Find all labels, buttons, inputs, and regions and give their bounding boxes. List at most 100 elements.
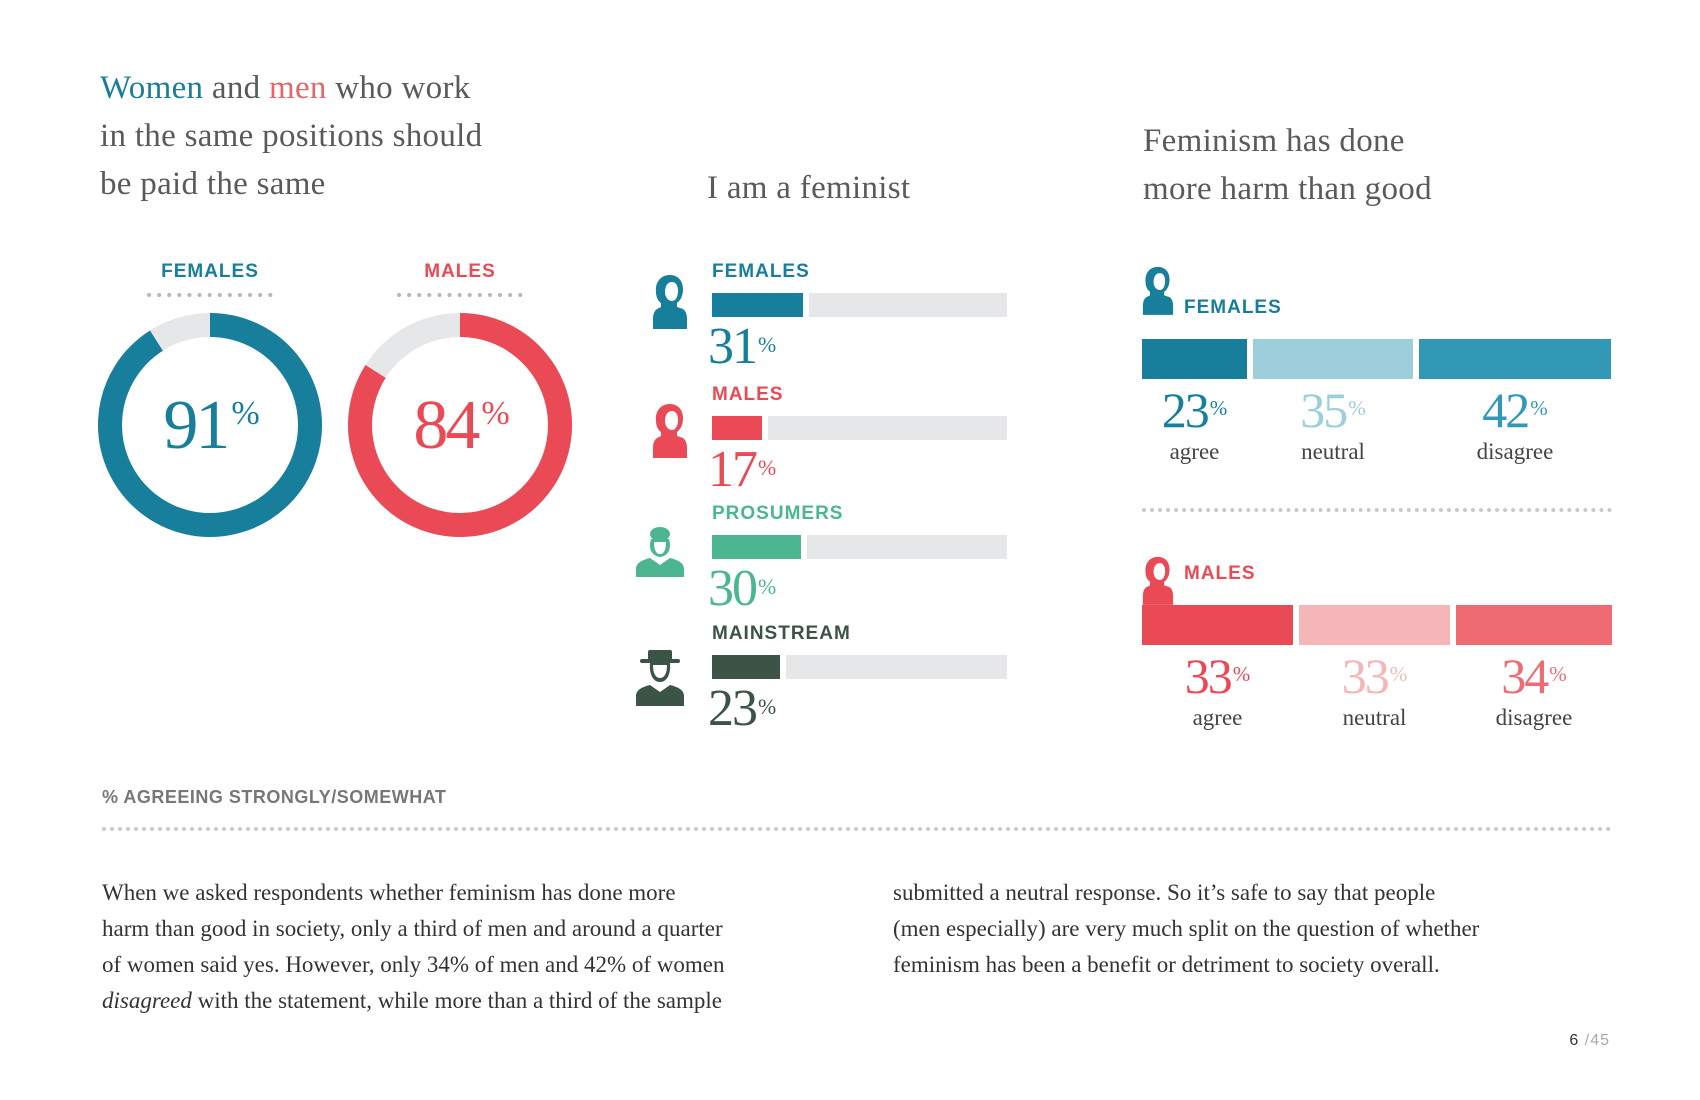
body-line: feminism has been a benefit or detriment… (893, 952, 1440, 977)
paid-same-title: Women and men who work in the same posit… (100, 64, 620, 208)
donut-female-label: FEMALES (161, 261, 259, 282)
body-line: (men especially) are very much split on … (893, 916, 1480, 941)
donut-charts: FEMALES 91% MALES 84% (98, 261, 572, 537)
harm-segment-disagree (1456, 605, 1612, 645)
harm-group-females: FEMALES 23% agree 35% neutral 42% disagree (1140, 277, 1620, 477)
donut-female-value: 91% (163, 387, 259, 464)
harm-segment-value: 35% (1263, 383, 1403, 437)
feminist-row-label: MALES (712, 384, 784, 405)
body-column-2: submitted a neutral response. So it’s sa… (893, 875, 1613, 983)
feminist-row-label: MAINSTREAM (712, 623, 851, 644)
feminist-row-label: PROSUMERS (712, 503, 844, 524)
harm-segment-label: agree (1192, 705, 1243, 730)
feminist-row-value: 23% (708, 681, 776, 737)
page-number: 6 /45 (1569, 1032, 1610, 1050)
value-number: 23 (1161, 382, 1210, 438)
value-unit: % (758, 694, 777, 719)
male-icon (653, 404, 687, 458)
value-number: 30 (708, 560, 758, 617)
feminist-row-prosumers: PROSUMERS 30% (630, 497, 1030, 617)
value-unit: % (1530, 395, 1548, 420)
feminist-title: I am a feminist (707, 170, 911, 206)
harm-segment-label: neutral (1301, 439, 1365, 464)
harm-segment-neutral (1253, 339, 1413, 379)
title-line-3: be paid the same (100, 166, 326, 202)
donut-female-arc (98, 313, 322, 537)
harm-segment-disagree (1419, 339, 1611, 379)
harm-segment-value: 42% (1445, 383, 1585, 437)
harm-segment-label: disagree (1476, 439, 1554, 464)
body-line: submitted a neutral response. So it’s sa… (893, 880, 1436, 905)
harm-group-males: MALES 33% agree 33% neutral 34% disagree (1140, 543, 1620, 743)
feminist-row-value: 30% (708, 561, 776, 617)
harm-segment-value: 33% (1148, 649, 1288, 703)
value-unit: % (1232, 661, 1251, 686)
feminist-bar-fill (712, 293, 803, 317)
harm-group-label: MALES (1184, 563, 1256, 584)
page-total: 45 (1590, 1032, 1610, 1049)
harm-segment-agree (1142, 605, 1293, 645)
mainstream-icon (636, 650, 684, 706)
harm-group-label: FEMALES (1184, 297, 1282, 318)
harm-segment-neutral (1299, 605, 1450, 645)
harm-segment-label: agree (1169, 439, 1220, 464)
feminist-row-label: FEMALES (712, 261, 810, 282)
value-number: 34 (1501, 648, 1549, 704)
value-number: 33 (1184, 648, 1233, 704)
body-line: When we asked respondents whether femini… (102, 880, 676, 905)
feminist-row-females: FEMALES 31% (630, 255, 1030, 375)
donut-male-arc (348, 313, 572, 537)
harm-chart: FEMALES 23% agree 35% neutral 42% disagree MALE… (1140, 255, 1620, 765)
harm-title-line-1: Feminism has done (1143, 123, 1405, 159)
prosumer-icon (636, 527, 684, 577)
page-separator: / (1579, 1032, 1591, 1049)
body-emphasis: disagreed (102, 988, 192, 1013)
title-and: and (203, 70, 269, 106)
harm-divider (1142, 508, 1612, 512)
feminist-row-value: 31% (708, 319, 776, 375)
female-icon (1142, 266, 1174, 315)
donut-male-value: 84% (413, 387, 509, 464)
feminist-bar-fill (712, 416, 762, 440)
donut-female: FEMALES 91% (98, 261, 322, 537)
harm-title: Feminism has done more harm than good (1143, 117, 1432, 213)
title-rest: who work (326, 70, 471, 106)
value-unit: % (758, 574, 777, 599)
value-number: 42 (1482, 382, 1530, 438)
body-line: disagreed with the statement, while more… (102, 983, 862, 1019)
harm-segment-label: disagree (1495, 705, 1573, 730)
body-column-1: When we asked respondents whether femini… (102, 875, 862, 1019)
value-unit: % (1348, 395, 1366, 420)
value-number: 23 (708, 680, 758, 737)
value-unit: % (758, 455, 777, 480)
donut-male-label: MALES (424, 261, 496, 282)
harm-segment-label: neutral (1342, 705, 1407, 730)
harm-segment-value: 34% (1464, 649, 1604, 703)
body-text: with the statement, while more than a th… (191, 988, 722, 1013)
female-icon (653, 275, 687, 329)
feminist-bar-fill (712, 655, 780, 679)
feminist-row-value: 17% (708, 442, 776, 498)
value-number: 35 (1300, 382, 1348, 438)
value-number: 17 (708, 441, 758, 498)
harm-segment-value: 23% (1125, 383, 1265, 437)
value-number: 31 (708, 318, 758, 375)
feminist-bar-fill (712, 535, 801, 559)
footnote: % AGREEING STRONGLY/SOMEWHAT (102, 787, 447, 807)
value-unit: % (758, 332, 777, 357)
feminist-bar-remainder (786, 655, 1007, 679)
body-line: harm than good in society, only a third … (102, 916, 723, 941)
harm-title-line-2: more harm than good (1143, 171, 1432, 207)
male-icon (1142, 556, 1174, 605)
value-unit: % (1389, 661, 1408, 686)
feminist-bar-remainder (809, 293, 1007, 317)
title-word-men: men (268, 70, 327, 106)
feminist-row-males: MALES 17% (630, 378, 1030, 498)
harm-segment-value: 33% (1305, 649, 1445, 703)
title-line-2: in the same positions should (100, 118, 483, 154)
title-word-women: Women (100, 70, 204, 106)
feminist-bars: FEMALES 31% MALES 17% PROSUMERS 30% MAINSTREAM… (630, 255, 1040, 765)
body-line: of women said yes. However, only 34% of … (102, 952, 725, 977)
feminist-bar-remainder (807, 535, 1007, 559)
harm-segment-agree (1142, 339, 1247, 379)
